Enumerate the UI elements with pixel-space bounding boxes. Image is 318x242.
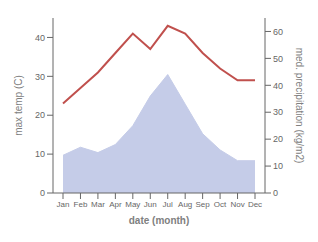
svg-text:date (month): date (month) <box>129 215 190 226</box>
svg-text:30: 30 <box>273 107 283 117</box>
svg-text:10: 10 <box>273 161 283 171</box>
svg-text:max temp (C): max temp (C) <box>13 75 24 136</box>
svg-text:50: 50 <box>273 54 283 64</box>
svg-text:Sep: Sep <box>196 200 211 209</box>
svg-text:40: 40 <box>35 33 45 43</box>
svg-text:0: 0 <box>273 188 278 198</box>
svg-text:10: 10 <box>35 149 45 159</box>
svg-text:Jun: Jun <box>144 200 157 209</box>
svg-text:Jul: Jul <box>163 200 173 209</box>
svg-text:Oct: Oct <box>214 200 227 209</box>
svg-text:40: 40 <box>273 81 283 91</box>
svg-text:Feb: Feb <box>74 200 88 209</box>
svg-text:30: 30 <box>35 72 45 82</box>
svg-text:Dec: Dec <box>248 200 262 209</box>
svg-text:Nov: Nov <box>230 200 244 209</box>
svg-text:May: May <box>125 200 140 209</box>
svg-text:med. precipitation (kg/m2): med. precipitation (kg/m2) <box>294 48 305 164</box>
svg-text:20: 20 <box>273 134 283 144</box>
svg-text:20: 20 <box>35 110 45 120</box>
svg-text:Apr: Apr <box>109 200 122 209</box>
svg-text:Aug: Aug <box>178 200 192 209</box>
svg-text:60: 60 <box>273 27 283 37</box>
svg-text:Mar: Mar <box>91 200 105 209</box>
svg-text:Jan: Jan <box>57 200 70 209</box>
svg-text:0: 0 <box>40 188 45 198</box>
